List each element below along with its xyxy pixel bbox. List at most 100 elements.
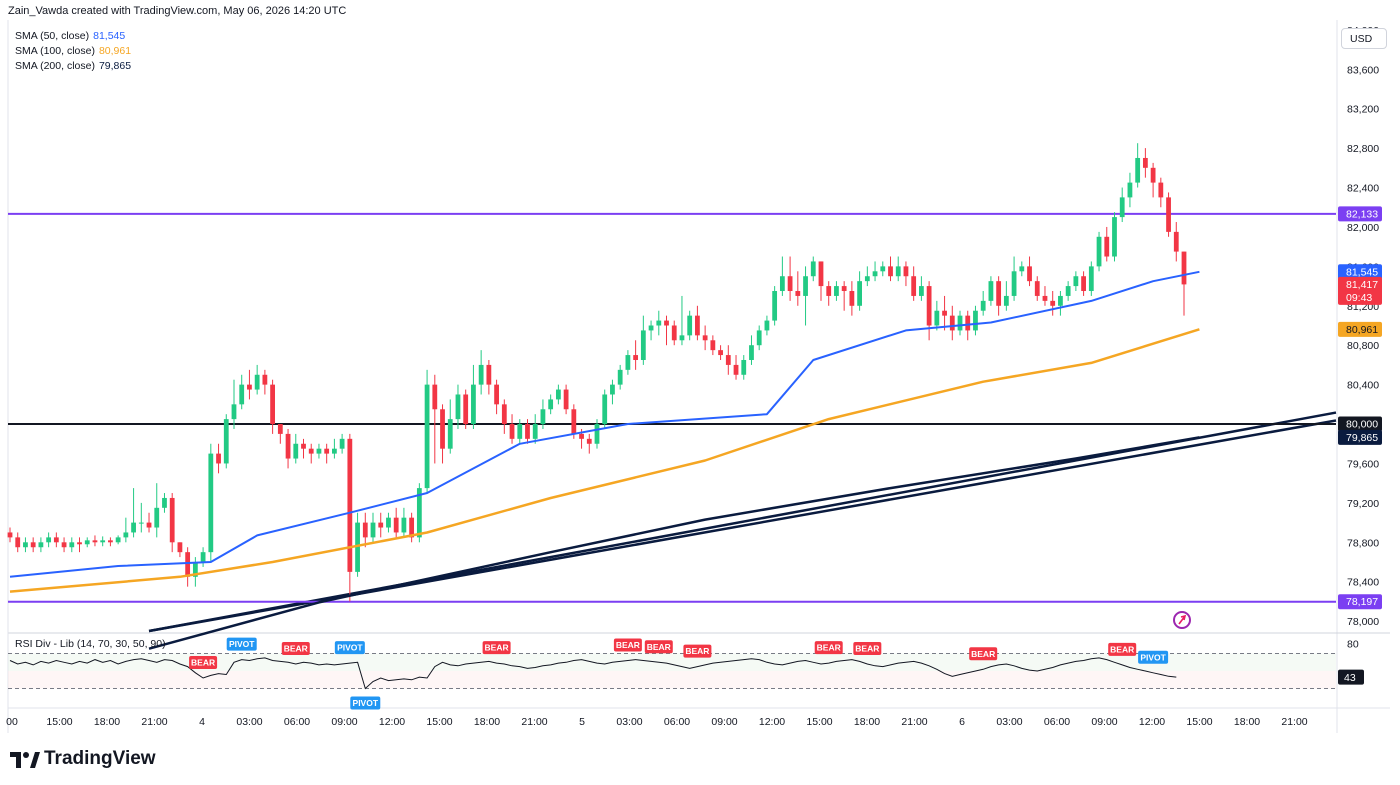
- candle-body: [996, 281, 1002, 306]
- pivot-signal: PIVOT: [334, 641, 365, 655]
- x-tick-label: 4: [199, 716, 205, 728]
- currency-button[interactable]: USD: [1341, 28, 1387, 49]
- replay-icon: [1173, 611, 1191, 629]
- y-tick-label: 78,000: [1347, 616, 1379, 628]
- candle-body: [192, 562, 198, 577]
- price-tag-bg: [1338, 416, 1382, 432]
- candle-body: [15, 537, 21, 548]
- candle-body: [741, 359, 747, 375]
- x-tick-label: 18:00: [474, 716, 500, 728]
- signal-badge: [334, 641, 365, 655]
- candle-body: [864, 276, 870, 282]
- candle-body: [478, 364, 484, 385]
- candle-body: [208, 453, 214, 553]
- x-tick-label: 18:00: [854, 716, 880, 728]
- candle-body: [919, 286, 924, 296]
- candle-body: [525, 424, 530, 439]
- candle-body: [370, 522, 376, 538]
- candle-body: [1173, 231, 1179, 252]
- bear-signal: BEAR: [1108, 642, 1137, 656]
- candle-body: [532, 424, 538, 439]
- candle-body: [648, 325, 654, 331]
- candle-body: [424, 384, 430, 489]
- candle-body: [1065, 286, 1071, 296]
- tradingview-logo: TradingView: [10, 748, 156, 770]
- legend-sma50-label: SMA (50, close): [15, 30, 90, 42]
- signal-label: BEAR: [685, 646, 709, 656]
- price-tag-value: 81,545: [1346, 266, 1378, 278]
- signal-label: BEAR: [971, 649, 995, 659]
- signal-label: PIVOT: [337, 643, 363, 653]
- legend-sma100[interactable]: SMA (100, close) 80,961: [15, 44, 131, 59]
- candle-body: [401, 517, 407, 533]
- price-tag: 78,197: [1338, 594, 1382, 610]
- candle-body: [826, 286, 832, 296]
- price-tag-value: 79,865: [1346, 432, 1378, 444]
- candle-body: [138, 522, 144, 524]
- legend-sma100-label: SMA (100, close): [15, 45, 95, 57]
- price-tag-value: 78,197: [1346, 596, 1378, 608]
- candle-body: [239, 384, 245, 405]
- sma100-line: [9, 328, 1200, 593]
- y-tick-label: 80,800: [1347, 340, 1379, 352]
- candle-body: [254, 374, 260, 390]
- candle-body: [162, 497, 167, 508]
- candle-body: [46, 537, 52, 543]
- candle-body: [772, 291, 778, 321]
- price-tag: 82,133: [1338, 206, 1382, 222]
- x-tick-label: 06:00: [1044, 716, 1070, 728]
- signal-label: BEAR: [616, 640, 640, 650]
- candle-body: [1104, 236, 1110, 257]
- legend-sma200-value: 79,865: [98, 60, 132, 72]
- candle-body: [911, 276, 917, 296]
- rsi-indicator-title[interactable]: RSI Div - Lib (14, 70, 30, 50, 90): [15, 638, 166, 650]
- signal-badge: [644, 640, 673, 654]
- candle-body: [115, 537, 121, 543]
- bear-signal: BEAR: [644, 640, 673, 654]
- x-tick-label: 12:00: [379, 716, 405, 728]
- sma200-line: [148, 436, 1200, 650]
- candle-body: [1119, 197, 1125, 218]
- candle-body: [656, 320, 662, 326]
- rsi-axis-label: 80: [1347, 639, 1359, 651]
- signal-label: BEAR: [284, 644, 308, 654]
- candle-body: [617, 369, 623, 385]
- price-tag-countdown: 09:43: [1346, 292, 1372, 304]
- candle-body: [1003, 295, 1009, 306]
- candle-body: [53, 537, 59, 543]
- bear-signal: BEAR: [613, 638, 642, 652]
- candle-body: [625, 355, 631, 370]
- candle-body: [679, 335, 685, 341]
- candle-body: [463, 394, 469, 425]
- price-tag: 80,961: [1338, 321, 1382, 337]
- replay-icon-arrow: [1178, 614, 1187, 625]
- legend-sma50[interactable]: SMA (50, close) 81,545: [15, 29, 131, 44]
- signal-badge: [1138, 650, 1169, 664]
- price-tag-bg: [1338, 264, 1382, 280]
- candle-body: [1042, 295, 1048, 301]
- candle-body: [440, 409, 445, 449]
- signal-badge: [853, 642, 882, 655]
- signal-label: BEAR: [855, 644, 879, 654]
- candle-body: [803, 276, 808, 296]
- candle-body: [1081, 276, 1086, 292]
- x-tick-label: 21:00: [1281, 716, 1307, 728]
- signal-label: PIVOT: [229, 639, 255, 649]
- candle-body: [640, 330, 646, 360]
- candle-body: [764, 320, 770, 331]
- candle-body: [1166, 197, 1171, 232]
- candle-body: [749, 345, 754, 360]
- candle-body: [957, 315, 963, 331]
- bear-signal: BEAR: [683, 644, 712, 658]
- signal-badge: [613, 638, 642, 652]
- candle-body: [579, 433, 584, 439]
- x-tick-label: 09:00: [1091, 716, 1117, 728]
- y-tick-label: 78,400: [1347, 577, 1379, 589]
- x-tick-label: 06:00: [664, 716, 690, 728]
- candle-body: [1112, 217, 1117, 257]
- candle-body: [926, 286, 932, 326]
- sma50-line: [9, 270, 1200, 578]
- legend-sma200[interactable]: SMA (200, close) 79,865: [15, 59, 131, 74]
- x-tick-label: 15:00: [1186, 716, 1212, 728]
